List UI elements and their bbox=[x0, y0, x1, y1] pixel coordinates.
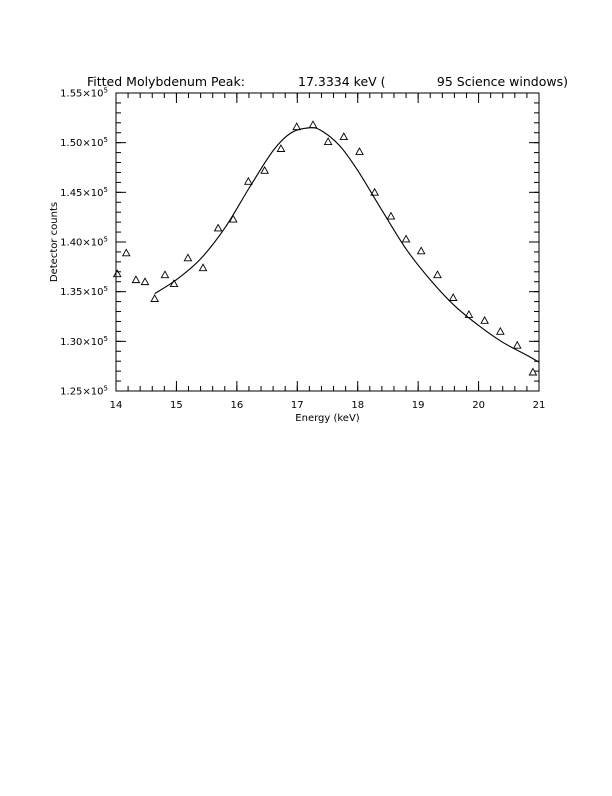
title-energy: 17.3334 keV ( bbox=[298, 74, 386, 89]
x-tick-label: 19 bbox=[412, 400, 425, 411]
y-tick-label: 1.35×105 bbox=[60, 285, 108, 298]
data-point bbox=[416, 246, 426, 255]
data-point bbox=[198, 263, 208, 272]
data-point bbox=[528, 367, 538, 376]
data-point bbox=[308, 120, 318, 129]
x-tick-label: 18 bbox=[351, 400, 364, 411]
y-minor-ticks bbox=[116, 92, 539, 392]
y-tick-label: 1.55×105 bbox=[60, 87, 108, 100]
data-point bbox=[150, 294, 160, 302]
data-point bbox=[276, 144, 286, 152]
y-tick-label: 1.25×105 bbox=[60, 385, 108, 398]
data-point bbox=[495, 326, 505, 335]
plot-frame bbox=[115, 92, 540, 392]
y-tick-label: 1.30×105 bbox=[60, 335, 108, 348]
x-tick-label: 20 bbox=[472, 400, 485, 411]
x-tick-label: 17 bbox=[291, 400, 304, 411]
data-point bbox=[323, 137, 333, 146]
title-windows: 95 Science windows) bbox=[437, 74, 568, 89]
x-tick-label: 14 bbox=[110, 400, 123, 411]
data-point bbox=[228, 214, 238, 223]
y-tick-label: 1.40×105 bbox=[60, 236, 108, 249]
data-point bbox=[370, 187, 379, 196]
data-point bbox=[339, 132, 349, 141]
data-point bbox=[260, 165, 270, 174]
chart-title: Fitted Molybdenum Peak: 17.3334 keV ( 95… bbox=[87, 74, 568, 89]
x-major-ticks bbox=[115, 93, 540, 391]
data-point bbox=[213, 223, 223, 232]
y-axis-label: Detector counts bbox=[49, 202, 60, 282]
data-point bbox=[160, 270, 170, 279]
data-point bbox=[243, 176, 253, 185]
title-label: Fitted Molybdenum Peak: bbox=[87, 74, 245, 89]
data-point bbox=[121, 248, 131, 257]
data-point bbox=[140, 277, 150, 286]
data-point bbox=[480, 315, 489, 324]
x-tick-labels: 14 15 16 17 18 19 20 21 bbox=[110, 400, 546, 411]
data-point bbox=[448, 293, 458, 301]
data-point bbox=[386, 211, 396, 220]
data-markers bbox=[112, 120, 538, 376]
x-tick-label: 15 bbox=[170, 400, 183, 411]
x-minor-ticks bbox=[115, 93, 540, 391]
y-tick-labels: 1.25×105 1.30×105 1.35×105 1.40×105 1.45×105… bbox=[60, 87, 108, 398]
y-tick-label: 1.50×105 bbox=[60, 136, 108, 149]
y-tick-label: 1.45×105 bbox=[60, 186, 108, 199]
data-point bbox=[131, 275, 141, 284]
data-point bbox=[433, 270, 442, 279]
y-major-ticks bbox=[116, 92, 539, 392]
data-point bbox=[401, 234, 411, 243]
x-axis-label: Energy (keV) bbox=[295, 413, 360, 424]
data-point bbox=[183, 253, 193, 262]
data-point bbox=[512, 340, 522, 349]
data-point bbox=[292, 122, 302, 131]
data-point bbox=[355, 147, 364, 155]
data-point bbox=[112, 269, 122, 278]
x-tick-label: 21 bbox=[533, 400, 546, 411]
fit-curve bbox=[154, 127, 540, 363]
x-tick-label: 16 bbox=[230, 400, 243, 411]
